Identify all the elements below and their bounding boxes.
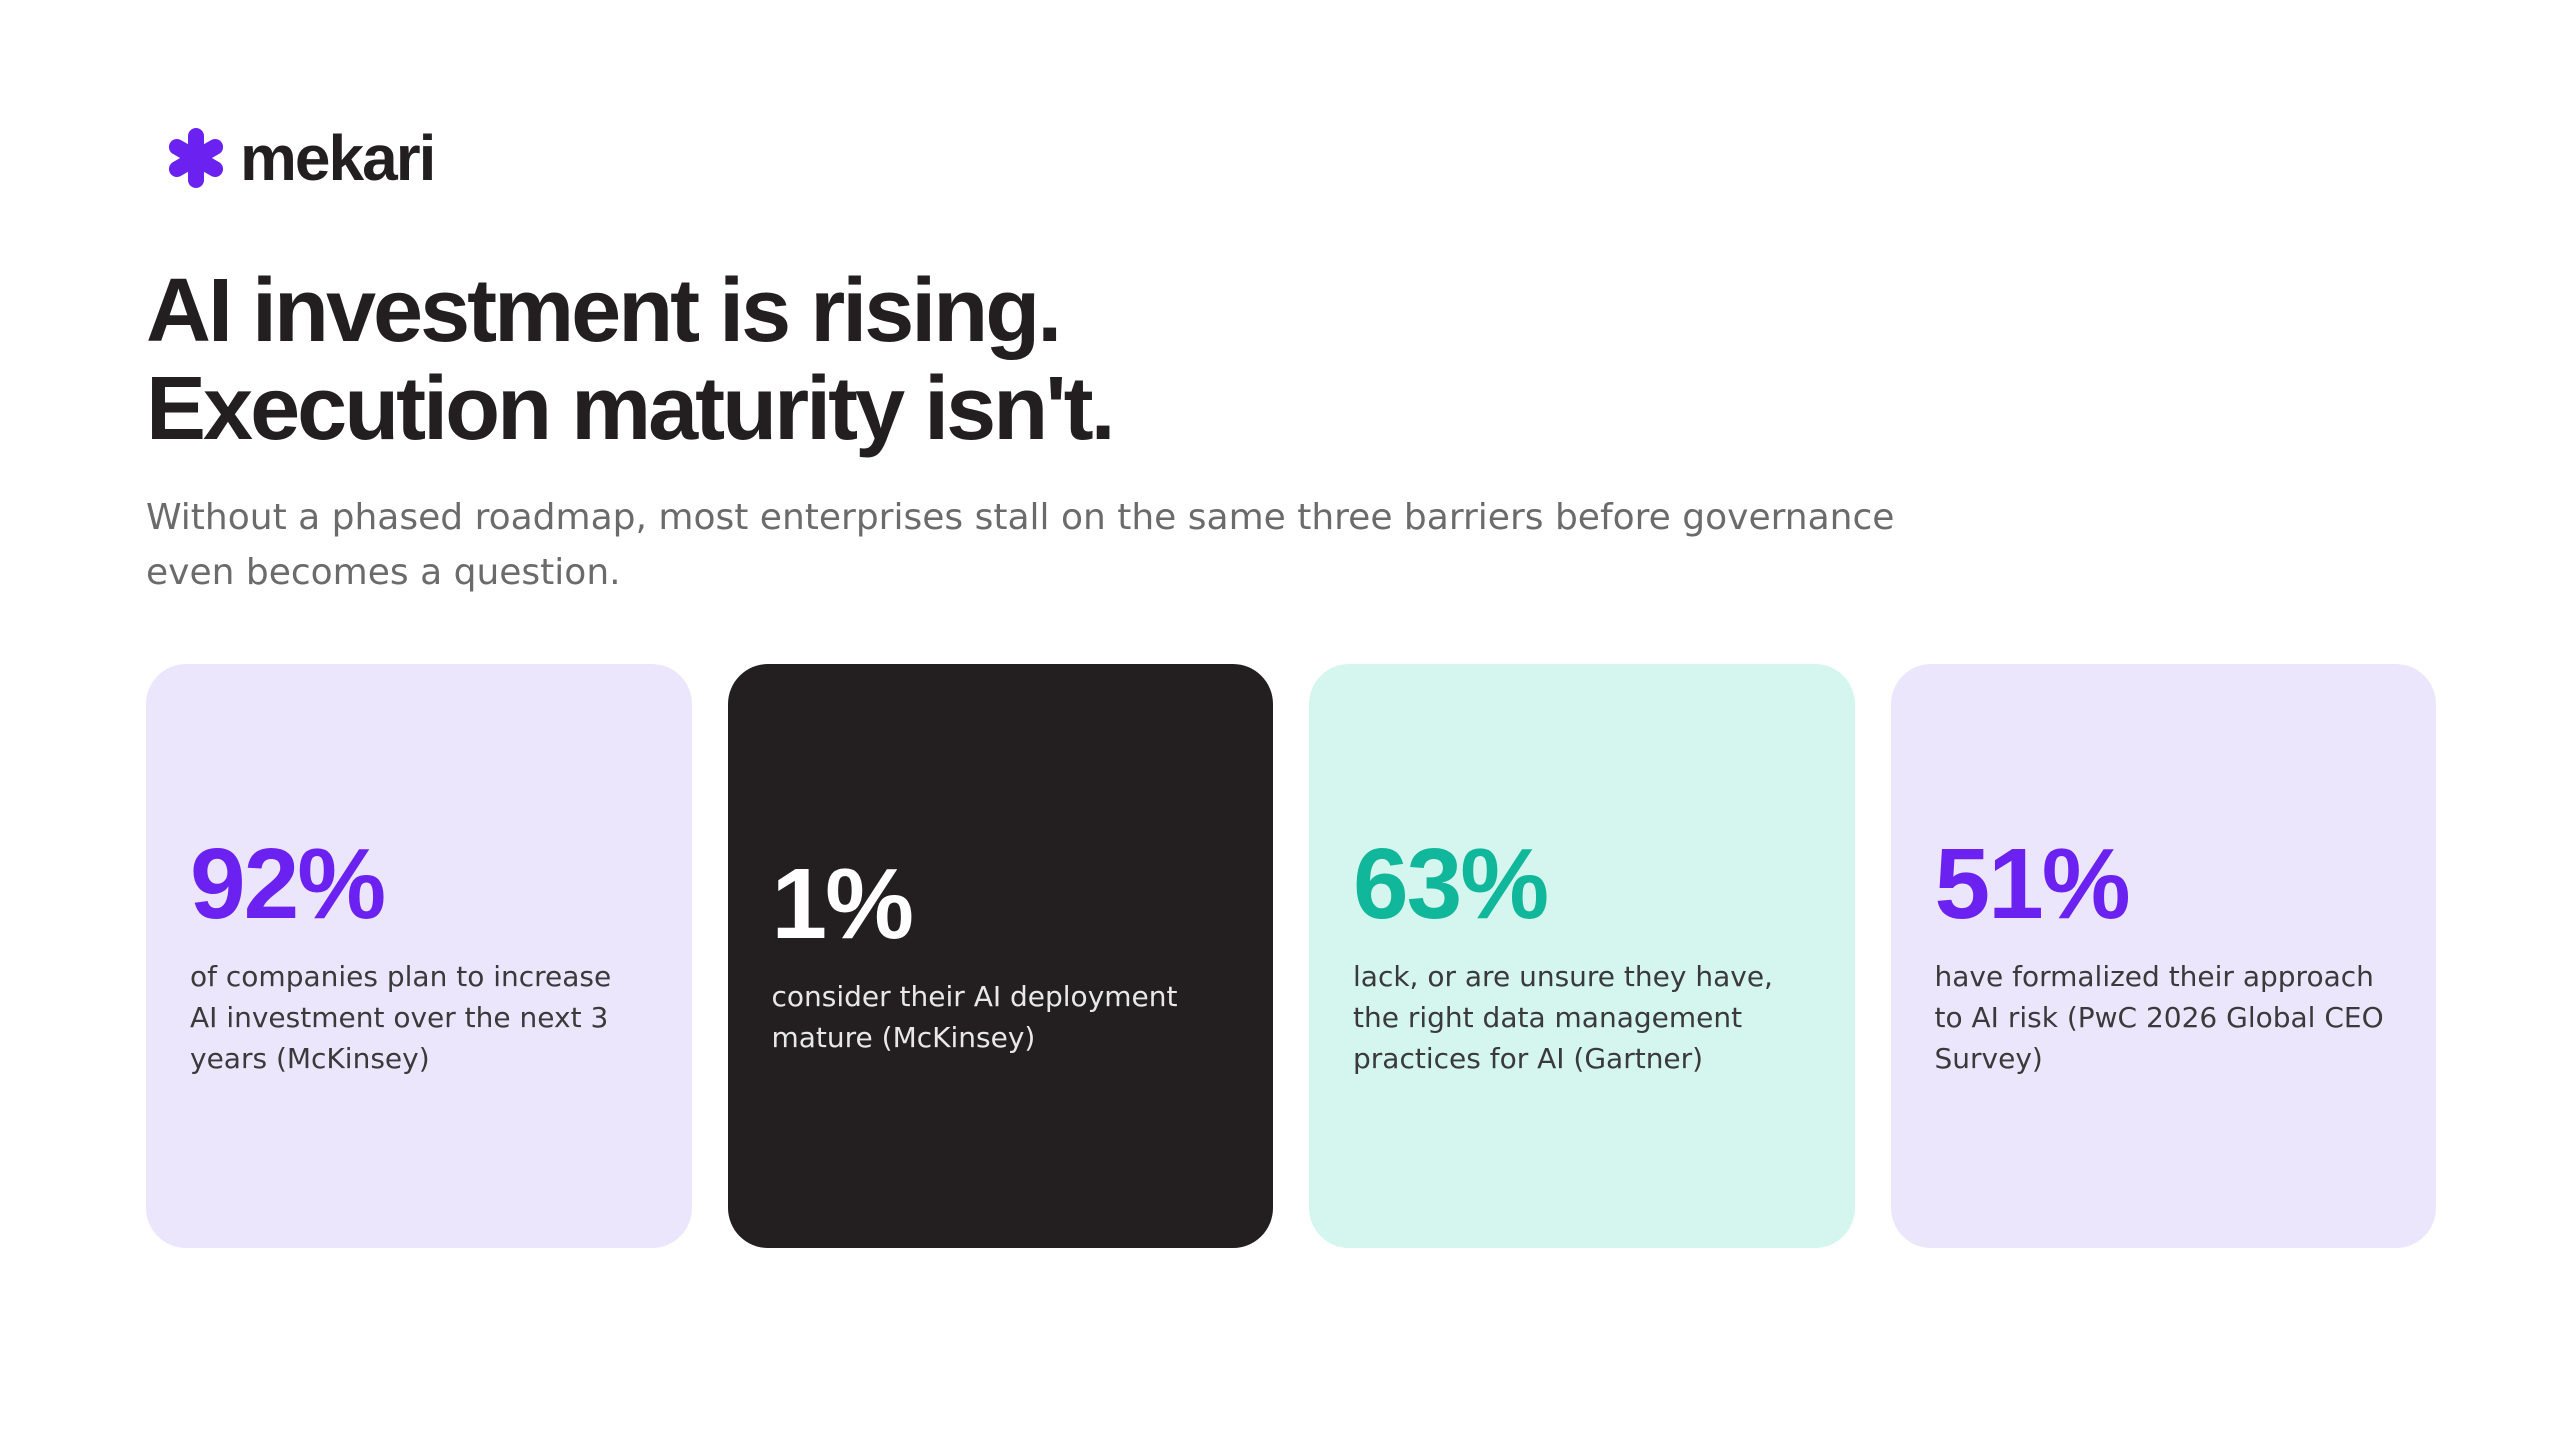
brand-name: mekari xyxy=(240,122,436,194)
stat-value: 63% xyxy=(1353,827,1549,940)
asterisk-star-icon xyxy=(168,128,224,188)
title-line-1: AI investment is rising. xyxy=(146,261,1062,361)
brand-logo: mekari xyxy=(164,118,436,198)
page-subtitle: Without a phased roadmap, most enterpris… xyxy=(146,497,1895,593)
stat-card-ai-risk: 51% have formalized their approach to AI… xyxy=(1890,664,2436,1248)
stat-value: 51% xyxy=(1934,827,2131,940)
stat-card-investment: 92% of companies plan to increase AI inv… xyxy=(146,664,692,1248)
stat-value: 92% xyxy=(190,827,386,940)
stat-description: lack, or are unsure they have, the right… xyxy=(1353,959,1773,1075)
stat-card-data-management: 63% lack, or are unsure they have, the r… xyxy=(1309,664,1855,1248)
page-title: AI investment is rising. Execution matur… xyxy=(146,261,1116,459)
stat-card-maturity: 1% consider their AI deployment mature (… xyxy=(727,664,1273,1248)
stat-value: 1% xyxy=(771,848,915,960)
title-line-2: Execution maturity isn't. xyxy=(146,359,1116,459)
stat-description: of companies plan to increase AI investm… xyxy=(190,959,612,1075)
stat-description: have formalized their approach to AI ris… xyxy=(1934,959,2384,1075)
stat-description: consider their AI deployment mature (McK… xyxy=(771,980,1178,1054)
stat-cards: 92% of companies plan to increase AI inv… xyxy=(146,664,2436,1248)
